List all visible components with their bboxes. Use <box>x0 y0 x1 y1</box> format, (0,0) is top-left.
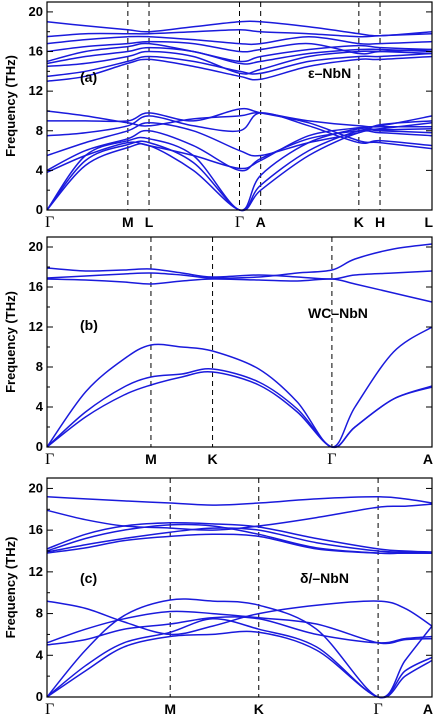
x-tick-label: M <box>145 451 157 467</box>
band-10 <box>46 55 433 82</box>
band-9 <box>46 110 433 128</box>
panel-label: (c) <box>80 570 97 586</box>
panel-label: (a) <box>80 69 97 85</box>
band-3 <box>46 326 433 448</box>
x-tick-label: K <box>254 701 264 717</box>
x-tick-label: A <box>423 701 433 717</box>
y-axis-label: Frequency (THz) <box>3 291 18 393</box>
band-2 <box>46 618 433 699</box>
band-8 <box>46 527 433 554</box>
x-tick-label: K <box>354 214 364 230</box>
band-10 <box>46 521 433 553</box>
y-tick-label: 0 <box>36 439 43 454</box>
y-tick-label: 4 <box>36 647 44 662</box>
x-tick-label: A <box>256 214 266 230</box>
y-tick-label: 16 <box>29 279 43 294</box>
band-4 <box>46 616 433 646</box>
y-axis-label: Frequency (THz) <box>3 537 18 639</box>
y-axis-label: Frequency (THz) <box>3 55 18 157</box>
x-tick-label: L <box>145 214 154 230</box>
y-tick-label: 16 <box>29 44 43 59</box>
band-6 <box>46 267 433 280</box>
y-tick-label: 4 <box>36 399 44 414</box>
plot-frame <box>46 236 433 448</box>
y-tick-label: 4 <box>36 162 44 177</box>
band-15 <box>46 40 433 55</box>
y-tick-label: 8 <box>36 359 43 374</box>
x-tick-label: Γ <box>327 451 336 468</box>
y-tick-label: 12 <box>29 83 43 98</box>
band-4 <box>46 278 433 303</box>
band-11 <box>46 503 433 531</box>
y-tick-label: 16 <box>29 522 43 537</box>
y-tick-label: 12 <box>29 319 43 334</box>
y-tick-label: 20 <box>29 239 43 254</box>
y-tick-label: 0 <box>36 202 43 217</box>
band-16 <box>46 35 433 46</box>
panel-3: 0 4 8 12 16 20 Γ M K Γ A Frequency (THz) (c) δ/–NbN <box>3 477 433 718</box>
x-tick-label: Γ <box>45 214 54 231</box>
panel-2: 0 4 8 12 16 20 Γ M K Γ A Frequency (THz) (b) WC–NbN <box>3 236 433 468</box>
y-tick-label: 0 <box>36 689 43 704</box>
band-1 <box>46 371 433 448</box>
band-13 <box>46 46 433 65</box>
band-12 <box>46 50 433 75</box>
band-18 <box>46 20 433 37</box>
panel-label: (b) <box>80 317 98 333</box>
x-tick-label: Γ <box>45 451 54 468</box>
band-2 <box>46 368 433 449</box>
material-label: δ/–NbN <box>300 570 349 586</box>
band-7 <box>46 112 433 147</box>
x-tick-label: M <box>164 701 176 717</box>
band-17 <box>46 28 433 38</box>
band-5 <box>46 243 433 279</box>
band-1 <box>46 630 433 699</box>
band-6 <box>46 120 433 157</box>
x-tick-label: Γ <box>373 701 382 718</box>
x-tick-label: Γ <box>45 701 54 718</box>
x-tick-label: M <box>122 214 134 230</box>
x-tick-label: H <box>375 214 385 230</box>
plot-frame <box>46 477 433 698</box>
material-label: ε–NbN <box>308 65 351 81</box>
band-12 <box>46 496 433 506</box>
y-tick-label: 8 <box>36 606 43 621</box>
y-tick-label: 20 <box>29 4 43 19</box>
plot-frame <box>46 1 433 211</box>
x-tick-label: L <box>424 214 433 230</box>
y-tick-label: 20 <box>29 480 43 495</box>
y-tick-label: 12 <box>29 564 43 579</box>
band-11 <box>46 52 433 78</box>
y-tick-label: 8 <box>36 123 43 138</box>
band-14 <box>46 42 433 63</box>
x-tick-label: K <box>207 451 217 467</box>
x-tick-label: Γ <box>235 214 244 231</box>
band-6 <box>46 600 433 636</box>
material-label: WC–NbN <box>308 305 368 321</box>
band-5 <box>46 610 433 645</box>
band-3 <box>46 598 433 699</box>
x-tick-label: A <box>423 451 433 467</box>
